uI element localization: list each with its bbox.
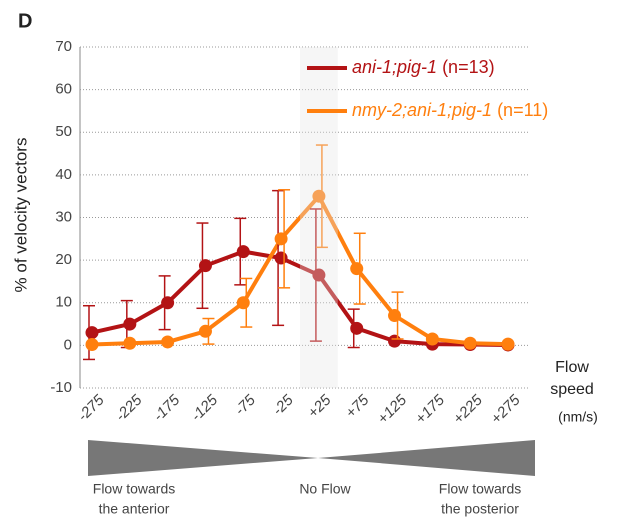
marker <box>312 189 326 203</box>
marker <box>85 338 99 352</box>
x-axis-title: speed <box>550 381 594 398</box>
x-tick-label: +275 <box>488 391 524 427</box>
y-tick-label: 40 <box>55 166 72 183</box>
marker <box>350 262 364 276</box>
marker <box>198 324 212 338</box>
legend-label: nmy-2;ani-1;pig-1 (n=11) <box>352 100 548 120</box>
marker <box>236 296 250 310</box>
marker <box>85 326 99 340</box>
y-tick-label: -10 <box>50 379 72 396</box>
x-tick-label: +225 <box>450 391 486 427</box>
marker <box>123 317 137 331</box>
x-tick-label: +125 <box>374 391 410 427</box>
bottom-label: No Flow <box>299 481 351 497</box>
x-axis-title: Flow <box>555 359 589 376</box>
x-tick-label: -175 <box>150 391 184 425</box>
legend-n: (n=11) <box>497 100 548 120</box>
y-tick-label: 60 <box>55 81 72 98</box>
x-tick-label: -75 <box>232 391 260 419</box>
marker <box>312 268 326 282</box>
marker <box>274 232 288 246</box>
y-tick-label: 10 <box>55 294 72 311</box>
legend-n: (n=13) <box>442 57 495 77</box>
marker <box>198 259 212 273</box>
bottom-label: the posterior <box>441 501 519 517</box>
x-tick-label: +75 <box>342 391 372 421</box>
x-axis-unit: (nm/s) <box>558 409 598 425</box>
panel-label: D <box>18 10 32 32</box>
no-flow-band <box>300 47 338 388</box>
x-tick-label: -225 <box>112 391 146 425</box>
posterior-wedge <box>318 440 535 476</box>
marker <box>388 309 402 323</box>
x-tick-label: -275 <box>74 391 108 425</box>
y-axis-title: % of velocity vectors <box>11 138 30 293</box>
x-tick-label: +25 <box>305 391 335 421</box>
marker <box>274 251 288 265</box>
marker <box>388 334 402 348</box>
marker <box>501 337 515 351</box>
bottom-label: the anterior <box>99 501 170 517</box>
bottom-label: Flow towards <box>93 481 175 497</box>
x-tick-label: +175 <box>412 391 448 427</box>
marker <box>123 336 137 350</box>
y-tick-label: 70 <box>55 38 72 55</box>
y-tick-label: 50 <box>55 123 72 140</box>
marker <box>161 296 175 310</box>
marker <box>425 332 439 346</box>
legend-label: ani-1;pig-1 (n=13) <box>352 57 495 77</box>
y-tick-label: 0 <box>64 336 72 353</box>
anterior-wedge <box>88 440 318 476</box>
y-tick-label: 30 <box>55 208 72 225</box>
marker <box>161 335 175 349</box>
x-tick-label: -125 <box>188 391 222 425</box>
marker <box>350 321 364 335</box>
marker <box>463 336 477 350</box>
marker <box>236 245 250 259</box>
y-tick-label: 20 <box>55 251 72 268</box>
bottom-label: Flow towards <box>439 481 521 497</box>
legend-name: ani-1;pig-1 <box>352 57 437 77</box>
x-tick-label: -25 <box>269 391 297 419</box>
legend-name: nmy-2;ani-1;pig-1 <box>352 100 492 120</box>
